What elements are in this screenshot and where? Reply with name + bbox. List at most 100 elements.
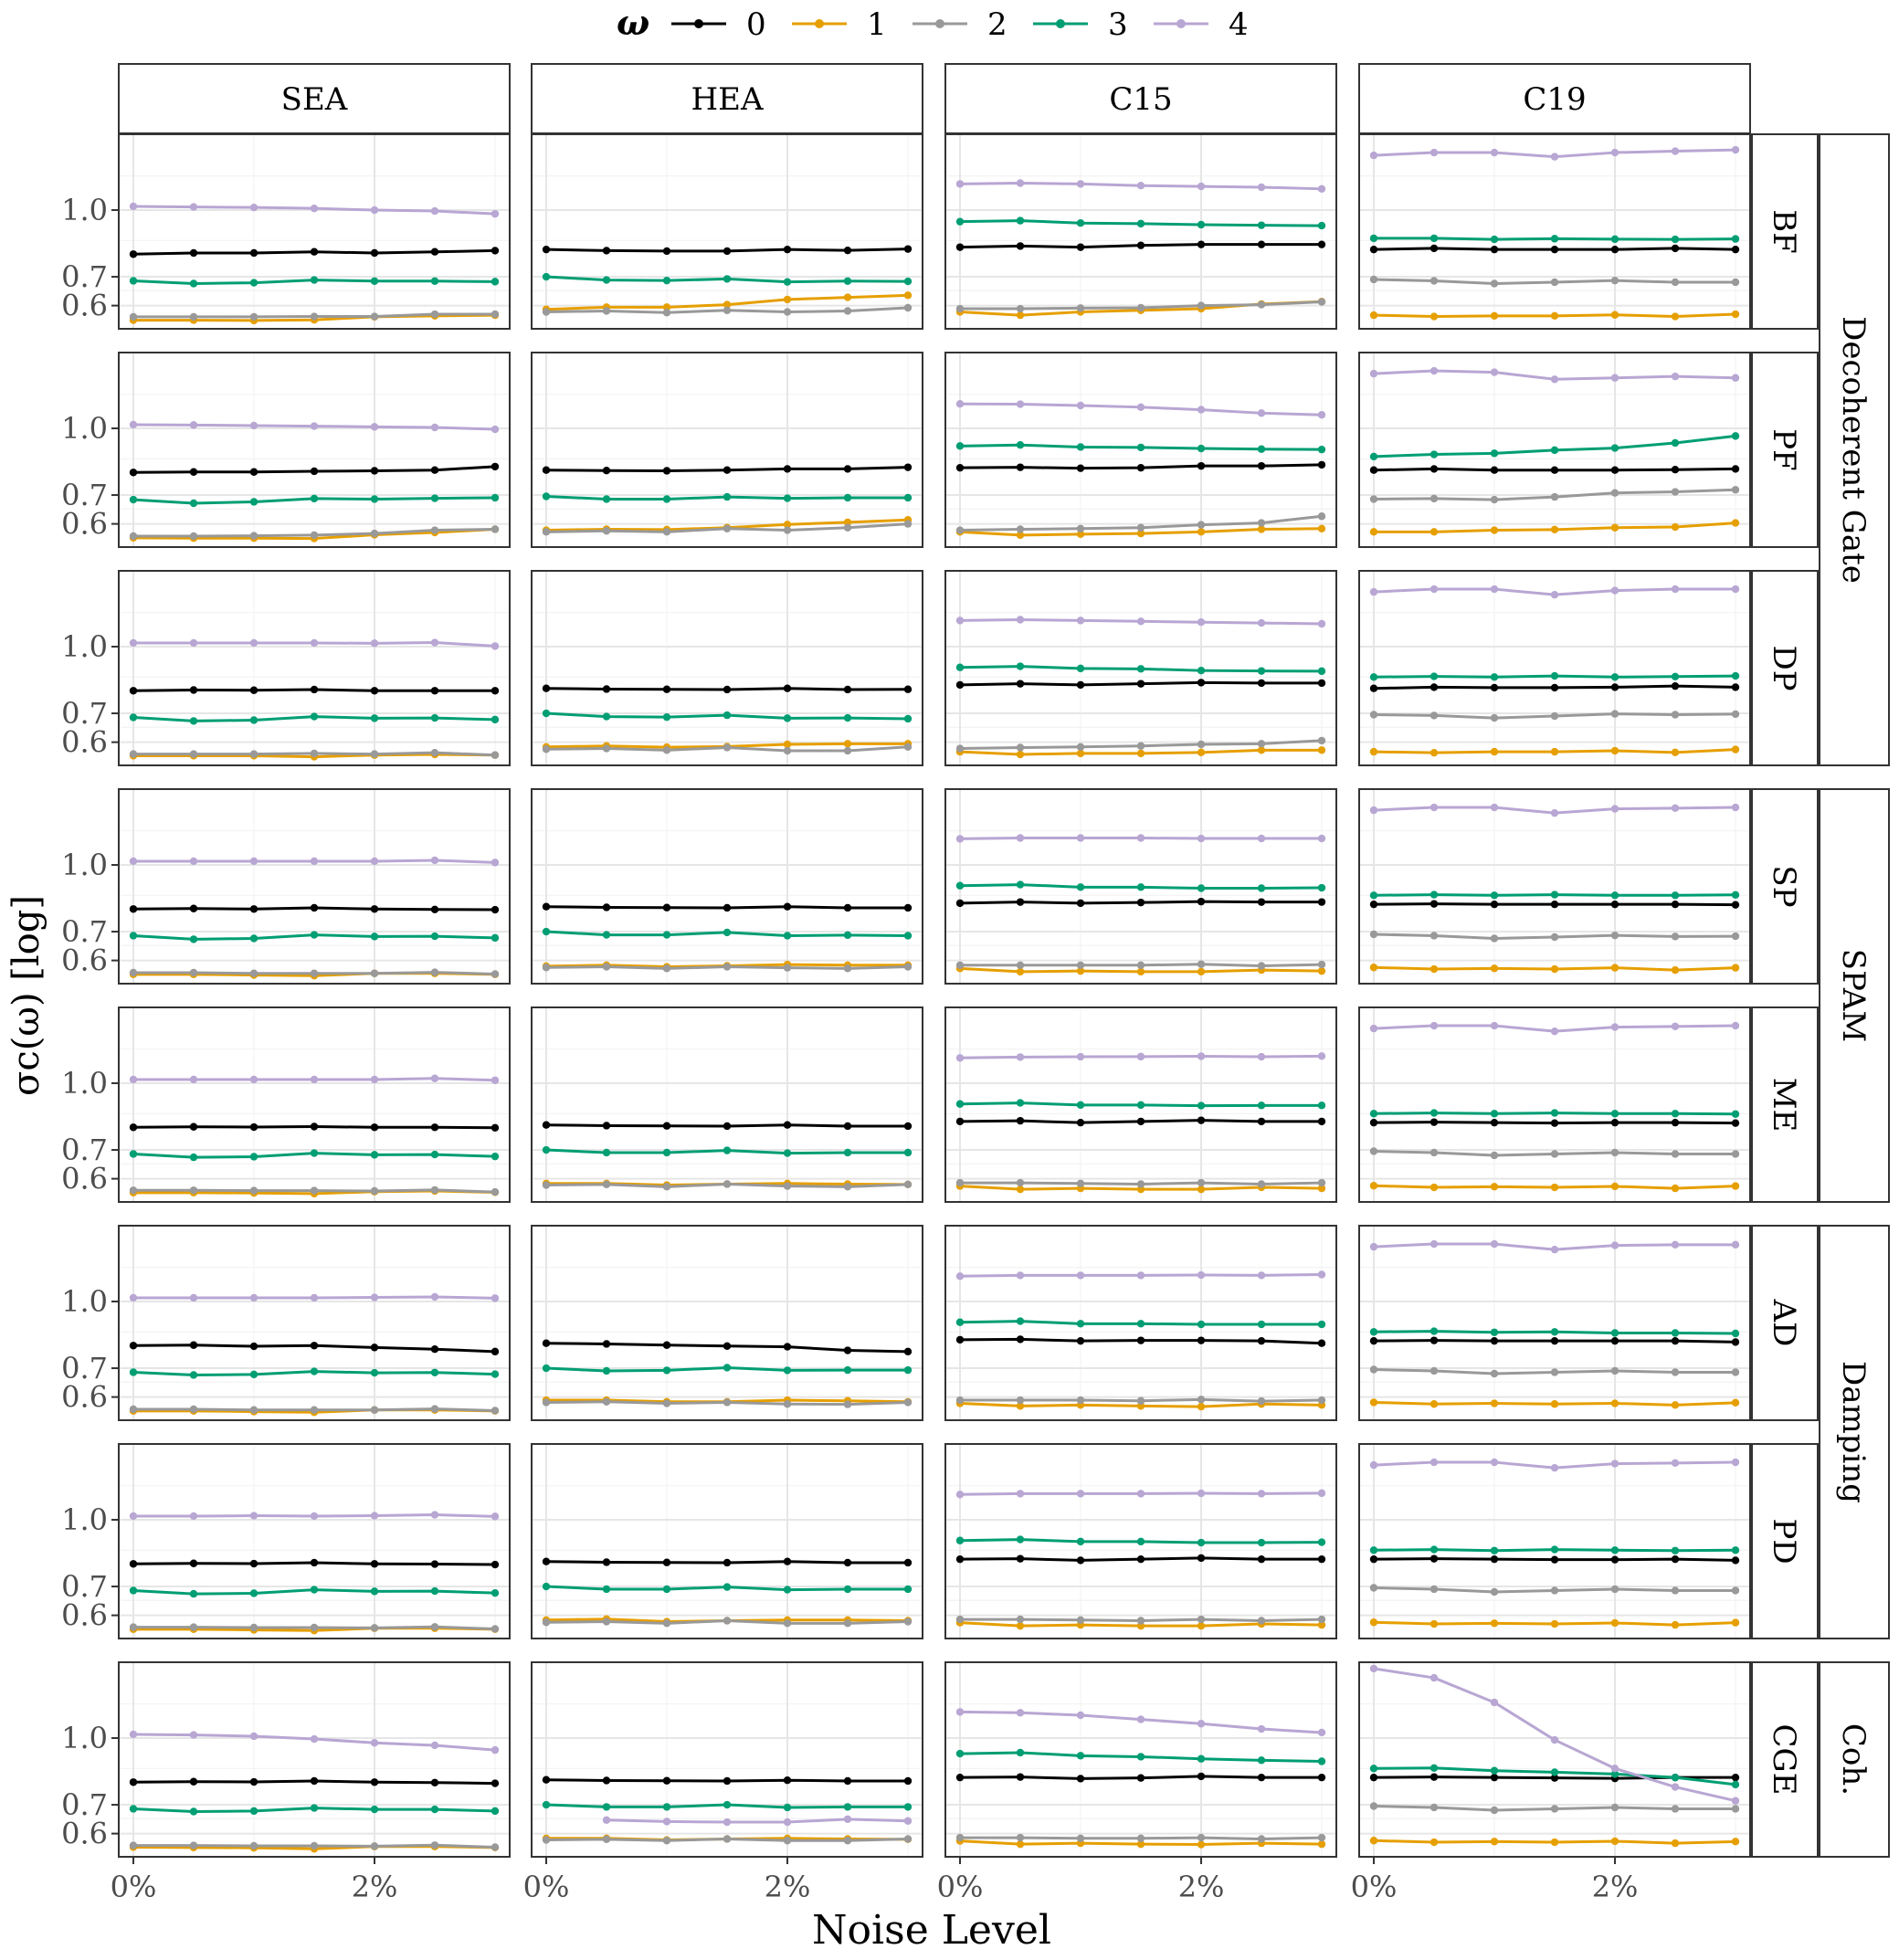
panel-border [118,1225,511,1421]
data-point-omega-3 [955,1536,965,1544]
data-point-omega-2 [662,746,671,754]
data-point-omega-2 [1550,1368,1559,1376]
data-point-omega-2 [542,964,551,972]
data-point-omega-2 [1076,961,1085,969]
data-point-omega-2 [370,1624,379,1632]
data-point-omega-2 [1257,1835,1266,1843]
data-point-omega-2 [1610,710,1619,718]
legend-label: 2 [987,6,1008,43]
data-point-omega-2 [1076,1179,1085,1187]
data-point-omega-4 [1257,183,1266,192]
data-point-omega-3 [903,1365,913,1375]
data-point-omega-4 [1430,1021,1439,1030]
data-point-omega-2 [310,531,319,540]
data-point-omega-0 [1490,245,1499,254]
data-point-omega-0 [1550,900,1559,909]
data-point-omega-0 [662,247,671,256]
data-point-omega-4 [189,1075,198,1084]
group-strip-damping: Damping [1819,1225,1890,1639]
data-point-omega-1 [1317,966,1326,975]
series-group-c15-cge [955,1708,1326,1849]
data-point-omega-3 [1550,446,1559,455]
data-point-omega-0 [955,243,965,251]
data-point-omega-1 [1550,964,1559,974]
data-point-omega-0 [249,468,258,476]
panel-border [1358,1006,1751,1203]
data-point-omega-0 [1197,1772,1206,1781]
data-point-omega-0 [430,466,439,474]
data-point-omega-4 [129,1075,138,1084]
data-point-omega-0 [1369,900,1378,909]
data-point-omega-2 [542,1398,551,1407]
panel-c19-pd [1358,1443,1751,1639]
data-point-omega-0 [1731,683,1740,691]
data-point-omega-2 [843,307,852,315]
data-point-omega-0 [1076,464,1085,472]
data-point-omega-2 [843,1837,852,1845]
data-point-omega-2 [783,308,792,316]
data-point-omega-0 [1550,1119,1559,1127]
data-point-omega-4 [1430,1673,1439,1682]
data-point-omega-4 [430,1511,439,1519]
data-point-omega-4 [189,857,198,866]
data-point-omega-2 [723,306,732,314]
facet-strips: SEA HEA C15 C19 BF PF DP SP ME AD PD CGE Decoherent … [118,63,1890,1858]
series-group-sea-ad [129,1292,500,1417]
data-point-omega-3 [310,1804,319,1812]
data-point-omega-3 [189,1589,198,1598]
data-point-omega-1 [1671,522,1680,532]
data-point-omega-4 [1610,1765,1619,1773]
data-point-omega-2 [1430,1148,1439,1157]
data-point-omega-0 [129,1778,138,1786]
data-point-omega-0 [542,902,551,911]
data-point-omega-1 [1671,1184,1680,1193]
data-point-omega-0 [1016,898,1025,906]
data-point-omega-0 [1430,244,1439,253]
data-point-omega-3 [1076,443,1085,451]
data-point-omega-2 [903,963,913,971]
data-point-omega-3 [602,495,611,503]
panel-border [944,1443,1337,1639]
data-point-omega-3 [843,1148,852,1157]
panel-border [531,1225,923,1421]
data-point-omega-3 [783,1366,792,1375]
data-point-omega-2 [249,1406,258,1414]
row-strip-label: DP [1766,645,1802,690]
data-point-omega-0 [1136,463,1145,472]
data-point-omega-3 [1671,891,1680,900]
data-point-omega-2 [1197,740,1206,749]
data-point-omega-0 [1490,1118,1499,1127]
data-point-omega-0 [310,685,319,694]
data-point-omega-3 [491,1152,500,1161]
data-point-omega-4 [430,206,439,216]
data-point-omega-3 [1257,667,1266,675]
data-point-omega-3 [662,1803,671,1811]
data-point-omega-0 [1076,1775,1085,1783]
data-point-omega-0 [1610,900,1619,909]
data-point-omega-2 [843,523,852,532]
data-point-omega-3 [662,712,671,722]
data-point-omega-3 [430,1368,439,1376]
data-point-omega-3 [1369,234,1378,243]
data-point-omega-2 [189,750,198,758]
data-point-omega-3 [189,717,198,725]
data-point-omega-3 [723,1583,732,1591]
data-point-omega-2 [249,532,258,540]
data-point-omega-3 [1076,1101,1085,1110]
data-point-omega-2 [542,1836,551,1844]
data-point-omega-3 [1257,1538,1266,1547]
data-point-omega-2 [1257,1617,1266,1625]
data-point-omega-1 [1430,1183,1439,1192]
data-point-omega-0 [662,1776,671,1785]
data-point-omega-3 [1136,883,1145,891]
data-point-omega-0 [310,903,319,912]
legend: ω 0 1 2 3 4 [617,2,1249,43]
panel-border [1358,1225,1751,1421]
data-point-omega-3 [189,279,198,288]
data-point-omega-3 [1317,221,1326,230]
x-tick-label: 0% [1351,1870,1398,1904]
data-point-omega-2 [955,961,965,969]
data-point-omega-4 [370,857,379,866]
data-point-omega-0 [1016,1116,1025,1125]
data-point-omega-2 [1257,1180,1266,1188]
